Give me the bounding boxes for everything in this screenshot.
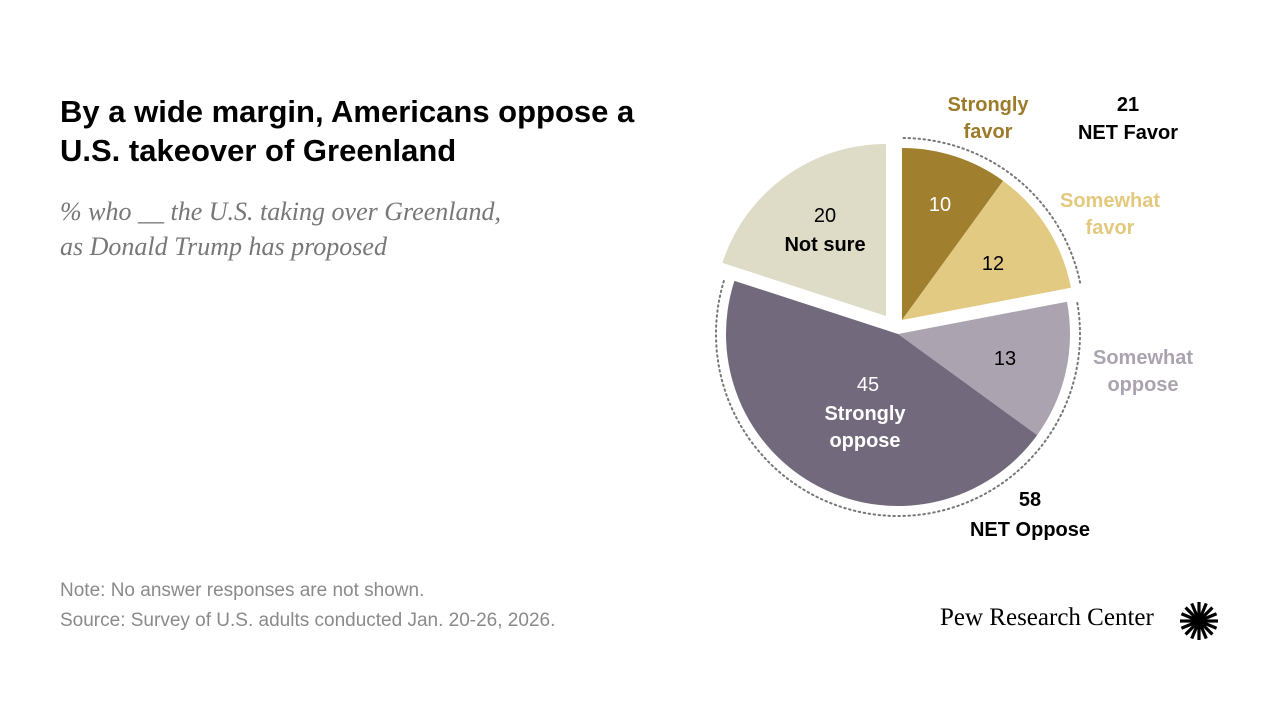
category-label-strongly-favor-line1: Strongly <box>947 94 1029 116</box>
net-oppose-bracket <box>715 279 1081 517</box>
net-oppose-value: 58 <box>1019 489 1041 511</box>
subtitle-line-1: % who __ the U.S. taking over Greenland, <box>60 197 501 226</box>
value-label-strongly-favor: 10 <box>929 194 951 216</box>
brand-name: Pew Research Center <box>940 604 1154 631</box>
net-oppose-label: NET Oppose <box>970 519 1090 541</box>
chart-subtitle: % who __ the U.S. taking over Greenland,… <box>60 194 620 264</box>
pie-slice-strongly-favor <box>902 148 1004 320</box>
chart-title: By a wide margin, Americans oppose a U.S… <box>60 94 635 168</box>
subtitle-line-2: as Donald Trump has proposed <box>60 232 387 261</box>
pie-slice-strongly-oppose <box>726 280 1038 506</box>
value-label-not-sure: 20 <box>814 205 836 227</box>
category-label-strongly-favor-line2: favor <box>964 121 1013 143</box>
category-label-not-sure: Not sure <box>784 234 865 256</box>
category-label-somewhat-oppose-line1: Somewhat <box>1093 347 1193 369</box>
net-favor-value: 21 <box>1117 94 1139 116</box>
value-label-somewhat-favor: 12 <box>982 253 1004 275</box>
note: Note: No answer responses are not shown. <box>60 580 425 601</box>
pie-slice-somewhat-oppose <box>898 301 1070 436</box>
pew-logo-icon <box>1180 602 1218 640</box>
category-label-strongly-oppose-line1: Strongly <box>824 403 906 425</box>
category-label-somewhat-favor-line2: favor <box>1086 217 1135 239</box>
value-label-somewhat-oppose: 13 <box>994 348 1016 370</box>
pie-slice-not-sure <box>722 144 886 316</box>
pie-slice-somewhat-favor <box>902 180 1071 320</box>
category-label-somewhat-oppose-line2: oppose <box>1107 374 1178 396</box>
category-label-strongly-oppose-line2: oppose <box>829 430 900 452</box>
value-label-strongly-oppose: 45 <box>857 374 879 396</box>
source: Source: Survey of U.S. adults conducted … <box>60 610 556 631</box>
category-label-somewhat-favor-line1: Somewhat <box>1060 190 1160 212</box>
net-favor-label: NET Favor <box>1078 122 1178 144</box>
